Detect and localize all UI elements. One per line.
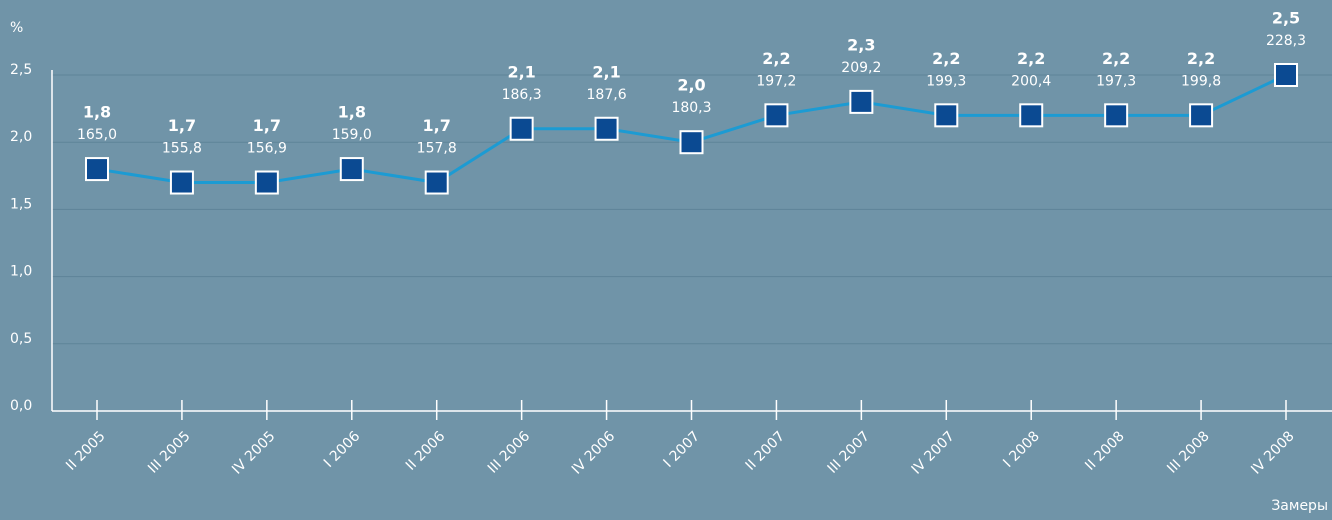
marker xyxy=(254,170,279,195)
annotation: 187,6 xyxy=(587,87,627,103)
value-label: 1,8 xyxy=(83,103,111,122)
marker xyxy=(1019,103,1044,128)
marker xyxy=(934,103,959,128)
value-label: 2,2 xyxy=(1102,49,1130,68)
y-tick-label: 1,0 xyxy=(10,264,32,280)
marker xyxy=(424,170,449,195)
marker xyxy=(169,170,194,195)
x-axis-label: Замеры xyxy=(1271,498,1328,514)
value-label: 1,7 xyxy=(168,116,196,135)
y-tick-label: 2,0 xyxy=(10,129,32,145)
annotation: 199,3 xyxy=(926,73,966,89)
annotation: 155,8 xyxy=(162,141,202,157)
value-label: 2,2 xyxy=(932,49,960,68)
annotation: 197,3 xyxy=(1096,73,1136,89)
y-tick-label: 0,0 xyxy=(10,398,32,414)
y-tick-label: 2,5 xyxy=(10,62,32,78)
marker xyxy=(849,89,874,114)
annotation: 180,3 xyxy=(671,100,711,116)
marker xyxy=(509,116,534,141)
value-label: 2,2 xyxy=(1017,49,1045,68)
value-label: 2,5 xyxy=(1272,9,1300,28)
y-axis-label: % xyxy=(10,20,23,36)
marker xyxy=(339,157,364,182)
annotation: 157,8 xyxy=(417,141,457,157)
marker xyxy=(85,157,109,182)
value-label: 1,8 xyxy=(338,103,366,122)
annotation: 228,3 xyxy=(1266,33,1306,49)
value-label: 2,1 xyxy=(507,62,535,81)
y-tick-label: 1,5 xyxy=(10,196,32,212)
marker xyxy=(764,103,789,128)
value-label: 1,7 xyxy=(423,116,451,135)
y-tick-label: 0,5 xyxy=(10,331,32,347)
value-label: 1,7 xyxy=(253,116,281,135)
value-label: 2,0 xyxy=(677,76,705,95)
annotation: 186,3 xyxy=(502,87,542,103)
marker xyxy=(1189,103,1214,128)
annotation: 197,2 xyxy=(756,73,796,89)
marker xyxy=(1274,63,1298,87)
value-label: 2,3 xyxy=(847,35,875,54)
annotation: 199,8 xyxy=(1181,73,1221,89)
value-label: 2,2 xyxy=(762,49,790,68)
annotation: 156,9 xyxy=(247,141,287,157)
annotation: 165,0 xyxy=(77,127,117,143)
annotation: 159,0 xyxy=(332,127,372,143)
marker xyxy=(594,116,619,141)
annotation: 209,2 xyxy=(841,60,881,76)
value-label: 2,1 xyxy=(592,62,620,81)
value-label: 2,2 xyxy=(1187,49,1215,68)
marker xyxy=(679,130,704,155)
annotation: 200,4 xyxy=(1011,73,1051,89)
marker xyxy=(1104,103,1129,128)
